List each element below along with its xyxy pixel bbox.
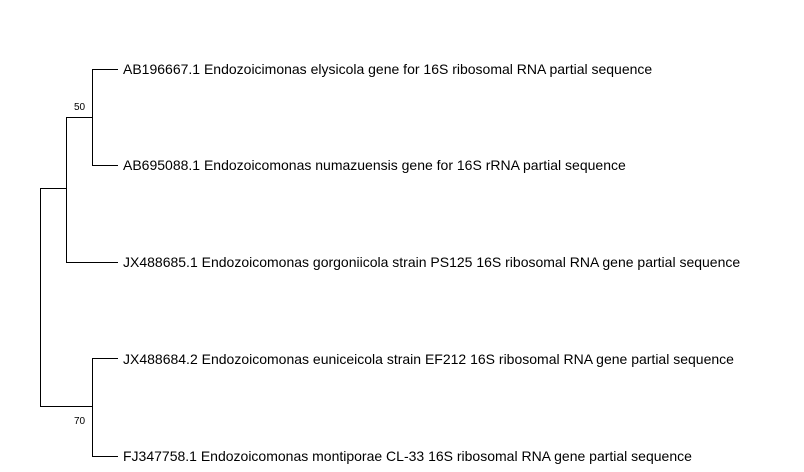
leaf-label: AB695088.1 Endozoicomonas numazuensis ge… [123, 157, 626, 173]
leaf-label: AB196667.1 Endozoicimonas elysicola gene… [123, 61, 652, 77]
leaf-label: JX488684.2 Endozoicomonas euniceicola st… [123, 351, 734, 367]
support-value-inner-clade: 50 [74, 102, 86, 113]
leaf-label: JX488685.1 Endozoicomonas gorgoniicola s… [123, 254, 740, 270]
leaf-label: FJ347758.1 Endozoicomonas montiporae CL-… [123, 448, 692, 464]
support-value-lower-clade: 70 [74, 416, 86, 427]
